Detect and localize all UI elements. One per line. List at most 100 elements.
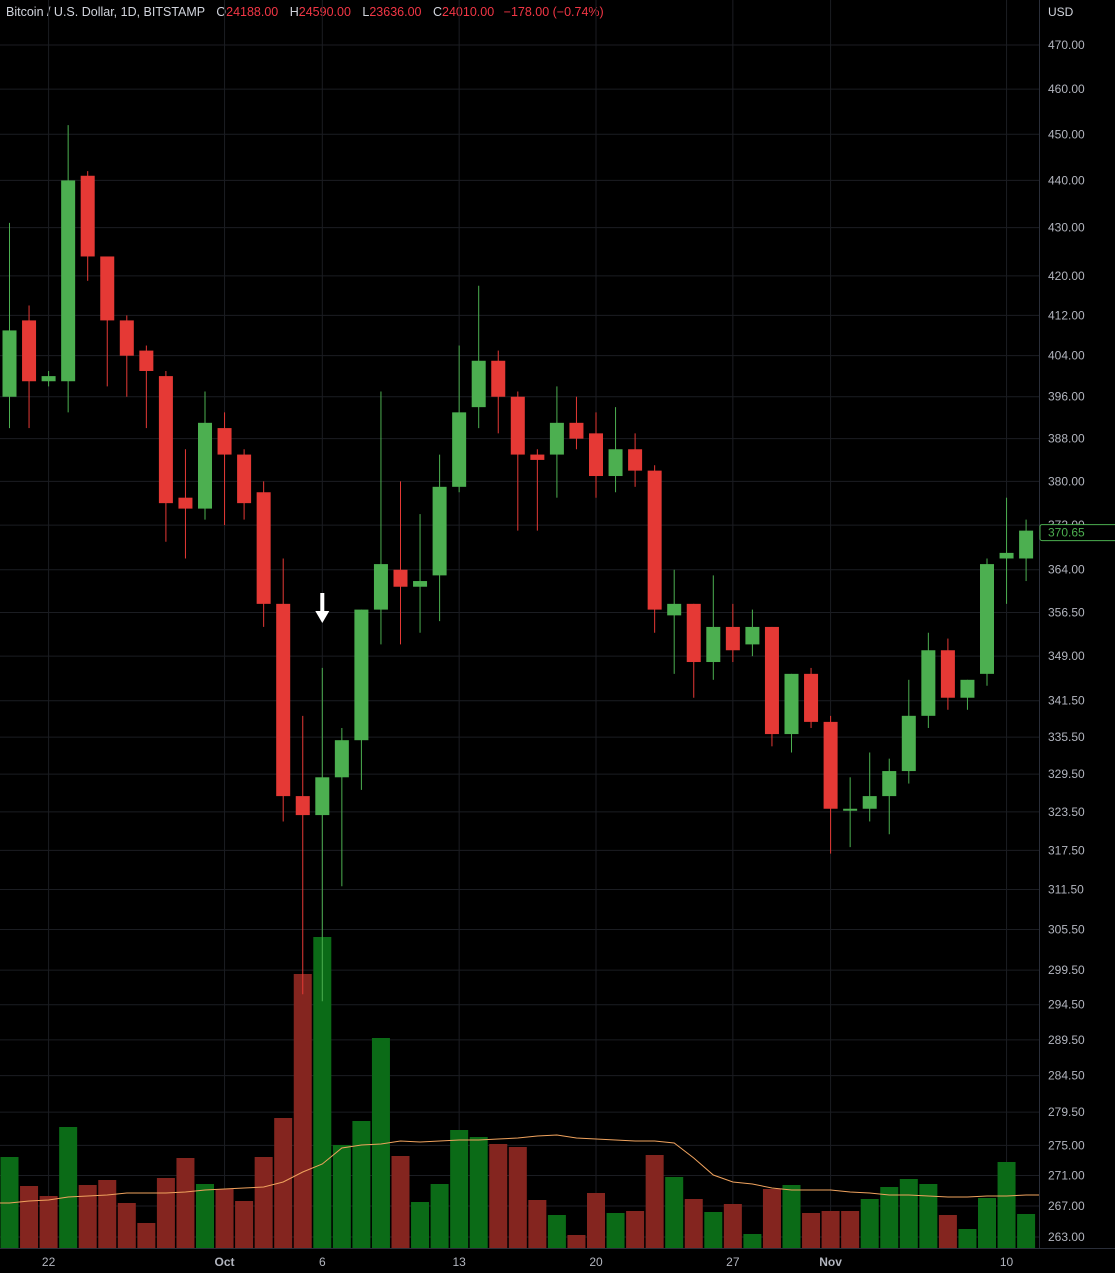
price-tick-label: 356.50 [1048, 605, 1085, 619]
candle [882, 758, 897, 835]
volume-bar [528, 1200, 547, 1248]
price-tick-label: 329.50 [1048, 767, 1085, 781]
symbol-title[interactable]: Bitcoin / U.S. Dollar, 1D, BITSTAMP [6, 5, 205, 19]
candle-body [940, 650, 955, 698]
candle-body [804, 673, 819, 722]
price-tick-label: 335.50 [1048, 730, 1085, 744]
candle [373, 391, 388, 645]
last-price-tag [1039, 524, 1115, 542]
candle [256, 481, 271, 627]
volume-bar [841, 1211, 860, 1248]
candle-body [725, 626, 740, 651]
candle-body [413, 581, 428, 587]
candle [764, 626, 779, 747]
chart-legend: Bitcoin / U.S. Dollar, 1D, BITSTAMP O241… [6, 5, 604, 19]
price-tick-label: 267.00 [1048, 1199, 1085, 1213]
candle [315, 667, 330, 1002]
candle-body [452, 412, 467, 487]
price-tick-label: 420.00 [1048, 269, 1085, 283]
volume-bar [938, 1215, 957, 1248]
price-tick-label: 430.00 [1048, 221, 1085, 235]
candle-body [295, 796, 310, 816]
candle-body [276, 603, 291, 797]
candle [432, 454, 447, 622]
volume-bar [176, 1158, 195, 1248]
candle [960, 679, 975, 710]
down-arrow-icon [315, 593, 330, 623]
price-tick-label: 440.00 [1048, 173, 1085, 187]
volume-bar [978, 1198, 996, 1248]
volume-bar [762, 1189, 781, 1248]
volume-bar [997, 1162, 1016, 1248]
candle-body [158, 376, 173, 504]
candle-body [22, 320, 37, 382]
volume-bar [371, 1038, 390, 1248]
candle-body [921, 650, 936, 716]
candle [41, 370, 56, 387]
volume-bar [508, 1147, 527, 1248]
candle [901, 679, 916, 784]
volume-bar [430, 1184, 449, 1248]
volume-bar [78, 1185, 97, 1248]
candle [745, 609, 760, 657]
candle [940, 638, 955, 710]
candle-body [862, 796, 877, 809]
volume-bar [821, 1211, 840, 1248]
candle-body [628, 449, 643, 471]
candle-body [589, 433, 603, 477]
volume-bar [802, 1213, 821, 1248]
price-tick-label: 289.50 [1048, 1033, 1085, 1047]
price-tick-label: 460.00 [1048, 82, 1085, 96]
candle-body [139, 350, 154, 371]
volume-bar [332, 1145, 351, 1248]
high-value: 24590.00 [298, 5, 351, 19]
candle-body [315, 777, 330, 816]
price-tick-label: 388.00 [1048, 432, 1085, 446]
candle-body [178, 497, 193, 509]
change-value: −178.00 (−0.74%) [503, 5, 604, 19]
candle-body [1019, 530, 1034, 559]
volume-bar [196, 1184, 214, 1248]
candle-body [784, 673, 799, 735]
price-tick-label: 275.00 [1048, 1138, 1085, 1152]
price-tick-label: 305.50 [1048, 922, 1085, 936]
price-tick-label: 284.50 [1048, 1069, 1085, 1083]
candle [334, 727, 349, 887]
candle-body [432, 486, 447, 576]
candle [980, 558, 994, 686]
price-tick-label: 263.00 [1048, 1230, 1085, 1244]
candle [510, 391, 525, 531]
candle [139, 345, 154, 429]
open-label: O [216, 5, 227, 19]
candle [393, 481, 408, 645]
candle [549, 386, 564, 498]
volume-bar [547, 1215, 566, 1248]
volume-bars [0, 937, 1036, 1248]
candle [100, 256, 115, 387]
volume-bar [626, 1211, 645, 1248]
candle-body [647, 470, 662, 610]
candle [530, 449, 545, 531]
volume-bar [59, 1127, 78, 1248]
price-axis[interactable]: 470.00 460.00 450.00 440.00 430.00 420.00 412.… [1039, 38, 1115, 1244]
candle [413, 514, 428, 633]
candle [862, 752, 877, 822]
volume-bar [39, 1196, 58, 1248]
volume-bar [215, 1189, 234, 1248]
volume-bar [899, 1179, 918, 1248]
candle-body [334, 740, 349, 778]
volume-bar [137, 1223, 156, 1248]
candle [471, 285, 486, 429]
price-tick-label: 404.00 [1048, 349, 1085, 363]
candle-body [901, 715, 916, 772]
volume-bar [567, 1235, 586, 1248]
time-axis[interactable]: 22 Oct 6 13 20 27 Nov 10 [42, 1255, 1014, 1269]
candle-body [2, 330, 17, 397]
candle-body [373, 564, 388, 610]
candle-body [745, 626, 760, 645]
volume-ma-line [0, 1134, 1039, 1204]
price-tick-label: 450.00 [1048, 127, 1085, 141]
volume-bar [293, 974, 312, 1248]
